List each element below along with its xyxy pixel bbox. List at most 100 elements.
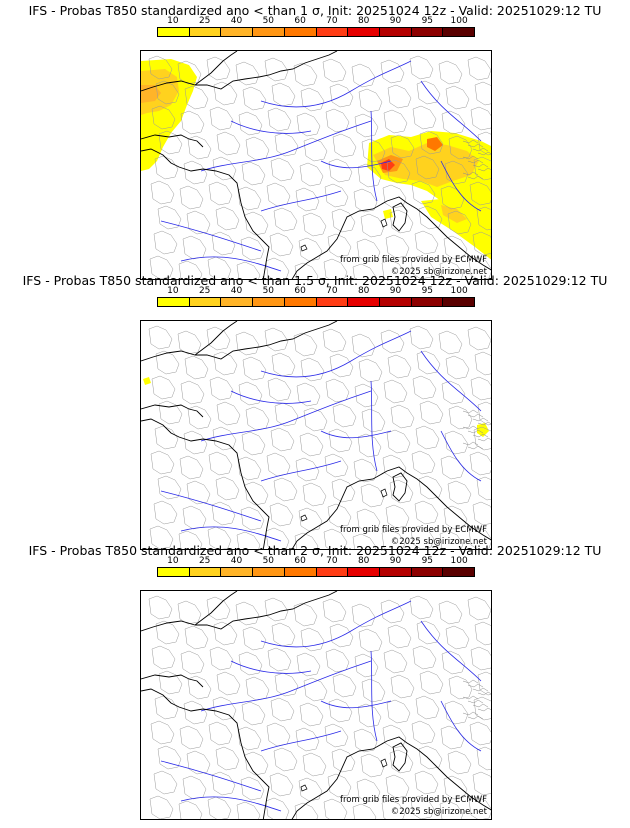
admin-region: [412, 645, 437, 670]
admin-region: [329, 83, 354, 108]
admin-region: [352, 263, 377, 279]
admin-region: [444, 430, 469, 455]
admin-region: [381, 529, 406, 549]
colorbar-tick-label: 40: [230, 556, 243, 566]
coastline-segment: [141, 674, 204, 688]
admin-region: [207, 526, 232, 549]
admin-region: [358, 628, 383, 653]
probability-area-10: [383, 209, 393, 219]
admin-region: [441, 110, 466, 135]
admin-region: [415, 695, 440, 720]
map-canvas: [141, 321, 491, 549]
admin-region: [177, 600, 202, 625]
admin-region: [235, 601, 260, 626]
relief-line: [462, 711, 479, 716]
colorbar-tick-label: 70: [326, 16, 338, 26]
admin-region: [385, 774, 410, 799]
admin-region: [244, 751, 269, 776]
admin-region: [387, 624, 412, 649]
coastline-segment: [141, 404, 204, 418]
probability-area-10: [477, 423, 489, 437]
colorbar-segment: [284, 28, 317, 36]
admin-region: [324, 453, 349, 478]
colorbar-tick-label: 100: [450, 16, 468, 26]
colorbar: [157, 567, 475, 577]
colorbar-tick-label: 10: [167, 286, 179, 296]
colorbar-segment: [221, 298, 254, 306]
admin-region: [212, 156, 237, 181]
admin-region: [238, 381, 263, 406]
admin-region: [439, 260, 464, 279]
admin-region: [444, 160, 469, 185]
admin-region: [467, 326, 491, 351]
admin-region: [271, 622, 296, 647]
admin-region: [178, 530, 203, 549]
admin-region: [418, 205, 443, 230]
admin-region: [213, 351, 238, 376]
colorbar-segment: [348, 28, 380, 36]
admin-region: [245, 136, 270, 161]
admin-region: [242, 626, 267, 651]
relief-line: [467, 715, 484, 720]
admin-region: [235, 331, 260, 356]
colorbar-tick-label: 40: [230, 286, 243, 296]
island-coast: [300, 784, 308, 792]
admin-region: [419, 400, 444, 425]
relief-line: [472, 703, 489, 708]
island-coast: [300, 514, 308, 522]
river: [320, 430, 392, 439]
admin-region: [296, 652, 321, 677]
river: [200, 120, 372, 172]
admin-borders: [148, 595, 491, 819]
admin-region: [270, 697, 295, 722]
admin-region: [241, 431, 266, 456]
colorbar-tick-label: 50: [262, 556, 275, 566]
admin-region: [445, 85, 470, 110]
relief-line: [462, 171, 479, 176]
admin-region: [358, 358, 383, 383]
colorbar-segment: [253, 28, 285, 36]
admin-region: [298, 237, 323, 262]
admin-region: [158, 400, 183, 425]
admin-region: [473, 426, 491, 451]
colorbar-segment: [284, 568, 317, 576]
admin-region: [183, 700, 208, 725]
coastline-segment: [291, 466, 491, 549]
colorbar-segment: [443, 568, 475, 576]
admin-region: [448, 405, 473, 430]
colorbar-tick-label: 60: [294, 556, 306, 566]
admin-region: [151, 645, 176, 670]
panel-title: IFS - Probas T850 standardized ano < tha…: [28, 3, 602, 18]
admin-region: [186, 750, 211, 775]
admin-region: [245, 676, 270, 701]
admin-region: [389, 209, 414, 234]
river: [370, 650, 378, 742]
admin-region: [416, 620, 441, 645]
admin-region: [207, 796, 232, 819]
colorbar-segment: [443, 298, 475, 306]
coastline-segment: [141, 321, 238, 362]
admin-region: [300, 87, 325, 112]
admin-region: [323, 528, 348, 549]
relief-line: [472, 687, 489, 692]
admin-region: [267, 377, 292, 402]
admin-region: [358, 88, 383, 113]
admin-region: [235, 61, 260, 86]
admin-region: [411, 180, 436, 205]
admin-region: [410, 525, 435, 549]
rivers: [160, 60, 482, 272]
admin-region: [381, 259, 406, 279]
admin-region: [187, 675, 212, 700]
admin-region: [240, 236, 265, 261]
coastline-segment: [141, 418, 270, 549]
admin-region: [329, 353, 354, 378]
admin-region: [149, 525, 174, 549]
colorbar-tick-label: 90: [389, 16, 402, 26]
colorbar-tick-label: 90: [389, 556, 402, 566]
admin-region: [445, 625, 470, 650]
probability-map: from grib files provided by ECMWF ©2025 …: [140, 320, 492, 550]
admin-region: [361, 408, 386, 433]
relief-line: [467, 159, 484, 164]
admin-region: [380, 329, 405, 354]
admin-region: [157, 475, 182, 500]
